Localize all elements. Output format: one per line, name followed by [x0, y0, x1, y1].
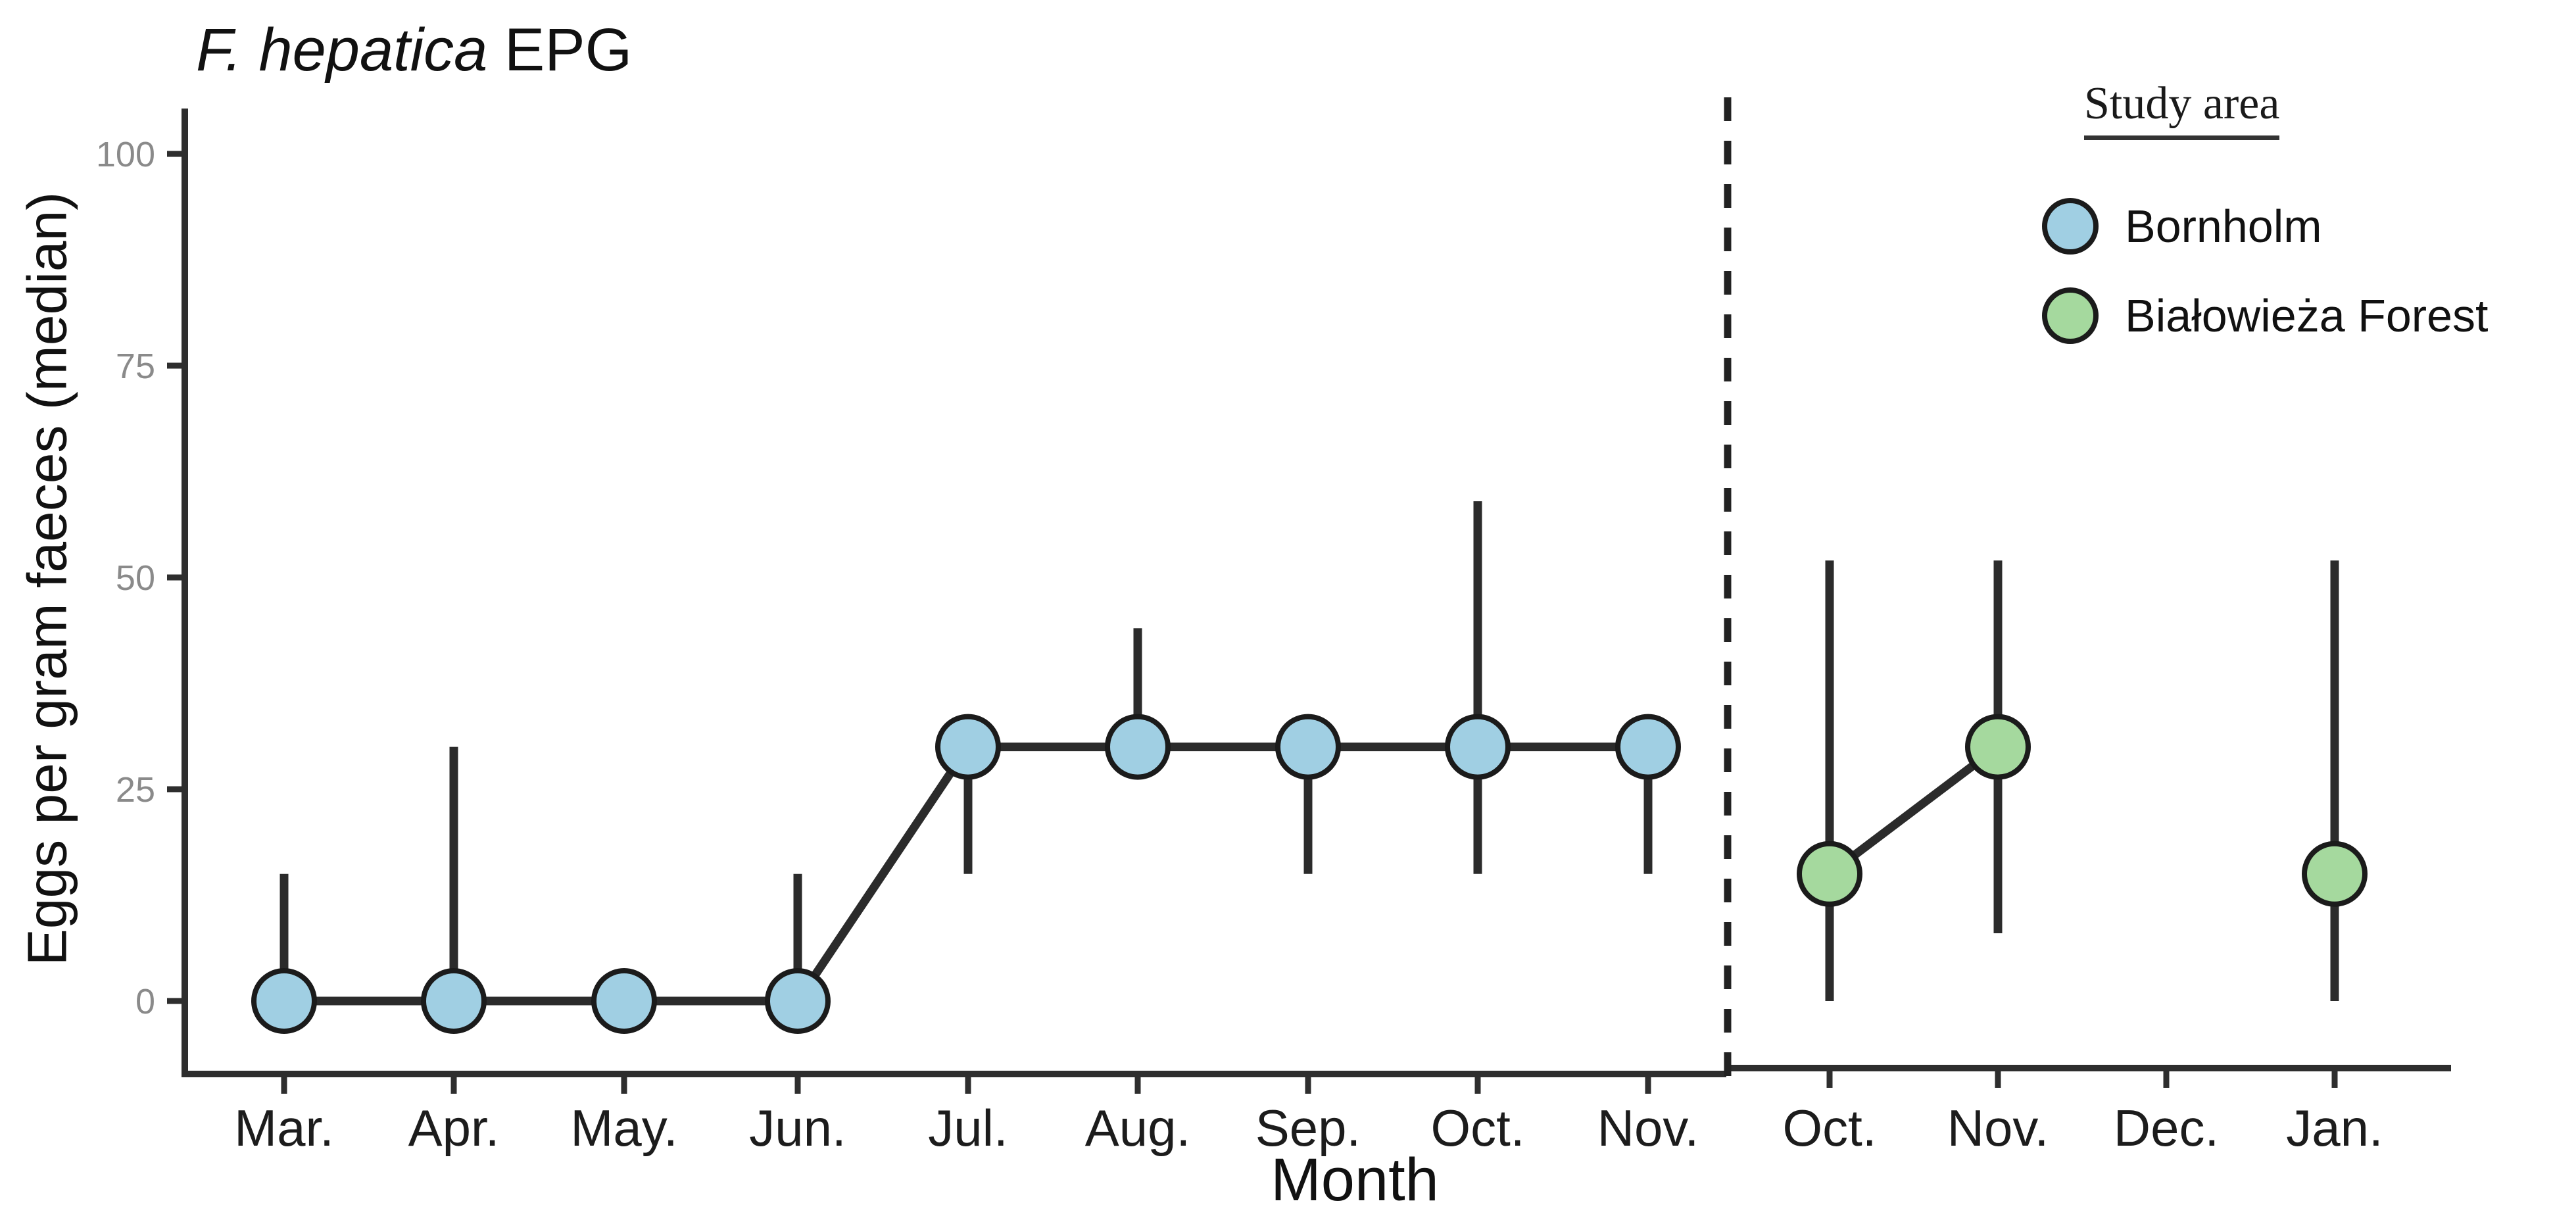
y-tick-label: 50 [116, 558, 155, 598]
legend-item-bialowieza: Białowieża Forest [2042, 287, 2488, 344]
data-point-bornholm [1615, 714, 1681, 780]
x-tick-label: Jun. [749, 1099, 846, 1157]
data-point-bia-owie-a-forest [2302, 841, 2368, 907]
legend-label-bornholm: Bornholm [2125, 201, 2322, 252]
data-point-bornholm [1105, 714, 1171, 780]
x-tick-label: Nov. [1597, 1099, 1699, 1157]
x-tick-label: Nov. [1947, 1099, 2049, 1157]
x-axis-title: Month [1271, 1146, 1439, 1213]
x-tick-label: Oct. [1782, 1099, 1876, 1157]
y-tick-label: 75 [116, 347, 155, 386]
series-line-bia-owie-a-forest [1827, 743, 2001, 877]
chart-title-species: F. hepatica [196, 16, 488, 84]
x-tick-label: Sep. [1255, 1099, 1361, 1157]
x-tick-label: Aug. [1085, 1099, 1190, 1157]
legend-items: Bornholm Białowieża Forest [2042, 198, 2488, 344]
legend: Study area Bornholm Białowieża Forest [2042, 78, 2488, 344]
x-tick-label: Oct. [1430, 1099, 1524, 1157]
data-point-bornholm [251, 968, 317, 1034]
y-tick-label: 25 [116, 770, 155, 810]
data-point-bornholm [1445, 714, 1511, 780]
x-tick-label: May. [570, 1099, 677, 1157]
x-tick-label: Mar. [234, 1099, 334, 1157]
data-point-bornholm [765, 968, 831, 1034]
data-point-bornholm [1275, 714, 1341, 780]
data-point-bornholm [591, 968, 657, 1034]
data-point-bornholm [935, 714, 1001, 780]
y-tick-label: 100 [96, 135, 155, 174]
data-point-bia-owie-a-forest [1965, 714, 2031, 780]
chart-title-suffix: EPG [487, 16, 633, 84]
y-axis-title: Eggs per gram faeces (median) [16, 191, 78, 966]
x-tick-label: Jan. [2286, 1099, 2383, 1157]
chart-title: F. hepatica EPG [196, 18, 632, 82]
y-tick-label: 0 [135, 982, 155, 1021]
x-tick-label: Jul. [928, 1099, 1008, 1157]
legend-title: Study area [2084, 78, 2280, 140]
x-tick-label: Dec. [2114, 1099, 2219, 1157]
data-point-bia-owie-a-forest [1797, 841, 1862, 907]
legend-swatch-bornholm-icon [2042, 198, 2099, 255]
legend-swatch-bialowieza-icon [2042, 287, 2099, 344]
legend-item-bornholm: Bornholm [2042, 198, 2488, 255]
legend-label-bialowieza: Białowieża Forest [2125, 290, 2489, 341]
x-tick-label: Apr. [408, 1099, 500, 1157]
data-point-bornholm [421, 968, 487, 1034]
